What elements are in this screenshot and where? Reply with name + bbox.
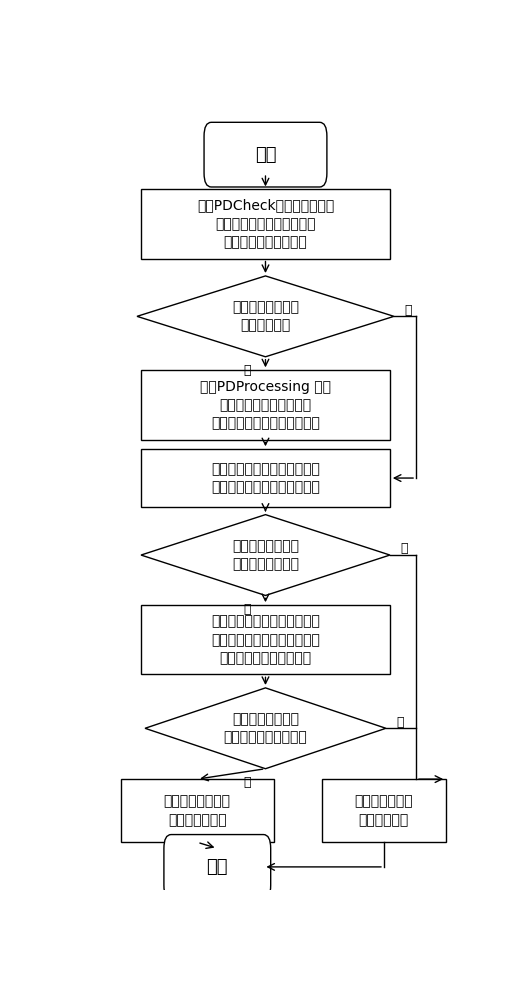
Text: 该放电信号高度疑
似局部放电信号: 该放电信号高度疑 似局部放电信号 <box>164 794 231 827</box>
Text: 开始: 开始 <box>255 146 276 164</box>
Bar <box>141 605 390 674</box>
Bar <box>141 449 390 507</box>
Text: 是: 是 <box>243 364 251 377</box>
Text: 使用PDProcessing 软件
对分类谱图进行聚簇分离
按信号聚集情况分为不同区块: 使用PDProcessing 软件 对分类谱图进行聚簇分离 按信号聚集情况分为不… <box>200 379 331 430</box>
Text: 否: 否 <box>400 542 408 555</box>
Bar <box>141 370 390 440</box>
Polygon shape <box>145 688 386 769</box>
Bar <box>141 189 390 259</box>
Text: 是: 是 <box>243 776 251 789</box>
FancyBboxPatch shape <box>204 122 327 187</box>
FancyBboxPatch shape <box>164 835 271 899</box>
Text: 将（各区块对应的）相位谱图
与典型局放相位谱图进行比对: 将（各区块对应的）相位谱图 与典型局放相位谱图进行比对 <box>211 462 320 494</box>
Text: 是: 是 <box>243 603 251 616</box>
Polygon shape <box>137 276 394 357</box>
Text: 在放电信号聚集处选取典型点
提取其时域和频域图像，与典
型局放时频图像进行比对: 在放电信号聚集处选取典型点 提取其时域和频域图像，与典 型局放时频图像进行比对 <box>211 614 320 665</box>
Text: 结束: 结束 <box>207 858 228 876</box>
Text: 否: 否 <box>404 304 411 317</box>
Text: 使用PDCheck获取变压器铁心
和夹件接地引线处高频信号
的相位谱图和分类谱图: 使用PDCheck获取变压器铁心 和夹件接地引线处高频信号 的相位谱图和分类谱图 <box>197 199 334 249</box>
Text: 时域频域图像是否
存在局部放电典型特征: 时域频域图像是否 存在局部放电典型特征 <box>224 712 307 744</box>
Text: 该放电信号不是
局部放电信号: 该放电信号不是 局部放电信号 <box>355 794 413 827</box>
Text: 否: 否 <box>396 716 404 729</box>
Bar <box>322 779 446 842</box>
Text: 相位谱图是否存在
局部放电典型特征: 相位谱图是否存在 局部放电典型特征 <box>232 539 299 571</box>
Bar <box>121 779 274 842</box>
Text: 分类谱图是否存在
明显分块聚集: 分类谱图是否存在 明显分块聚集 <box>232 300 299 333</box>
Polygon shape <box>141 515 390 595</box>
